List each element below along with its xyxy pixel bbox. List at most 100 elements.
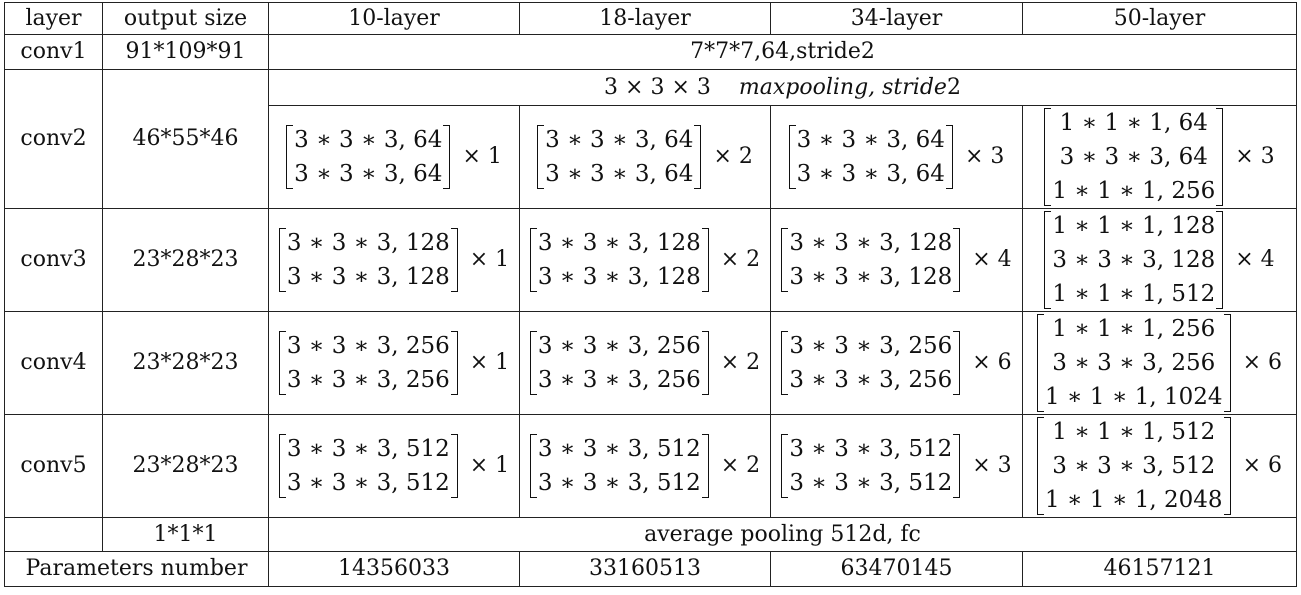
matrix-row: 3 ∗ 3 ∗ 3, 64 (796, 127, 945, 153)
left-bracket (278, 331, 286, 395)
conv2-maxpool: 3 × 3 × 3 maxpooling, stride2 (268, 69, 1297, 106)
matrix-row: 3 ∗ 3 ∗ 3, 64 (545, 161, 694, 187)
left-bracket (529, 331, 537, 395)
left-bracket (781, 434, 789, 498)
conv5-layer: conv5 (4, 414, 103, 518)
repeat-multiplier: × 4 (1235, 247, 1275, 272)
left-bracket (529, 228, 537, 292)
matrix-row: 3 ∗ 3 ∗ 3, 128 (789, 230, 953, 256)
conv1-layer: conv1 (4, 34, 103, 70)
architecture-table: layer output size 10-layer 18-layer 34-l… (4, 2, 1297, 587)
right-bracket (701, 434, 709, 498)
matrix-row: 3 ∗ 3 ∗ 3, 512 (537, 470, 701, 496)
left-bracket (1036, 417, 1044, 515)
right-bracket (1216, 108, 1224, 206)
block-matrix: 3 ∗ 3 ∗ 3, 128 3 ∗ 3 ∗ 3, 128 × 4 (781, 226, 1012, 294)
matrix-row: 1 ∗ 1 ∗ 1, 256 (1052, 316, 1216, 342)
bracket-matrix: 3 ∗ 3 ∗ 3, 128 3 ∗ 3 ∗ 3, 128 (781, 226, 961, 294)
left-bracket (1044, 211, 1052, 309)
block-matrix: 3 ∗ 3 ∗ 3, 256 3 ∗ 3 ∗ 3, 256 × 2 (529, 329, 761, 397)
block-matrix: 3 ∗ 3 ∗ 3, 64 3 ∗ 3 ∗ 3, 64 × 1 (286, 123, 502, 191)
block-matrix: 3 ∗ 3 ∗ 3, 256 3 ∗ 3 ∗ 3, 256 × 1 (278, 329, 510, 397)
params-18-layer: 33160513 (519, 551, 771, 587)
matrix-row: 3 ∗ 3 ∗ 3, 128 (537, 230, 701, 256)
repeat-multiplier: × 1 (469, 453, 510, 478)
conv4-block-18: 3 ∗ 3 ∗ 3, 256 3 ∗ 3 ∗ 3, 256 × 2 (519, 311, 771, 415)
maxpool-kernel: 3 × 3 × 3 (604, 74, 711, 100)
matrix-row: 3 ∗ 3 ∗ 3, 64 (294, 161, 443, 187)
block-matrix: 3 ∗ 3 ∗ 3, 128 3 ∗ 3 ∗ 3, 128 × 1 (278, 226, 509, 294)
right-bracket (443, 125, 451, 189)
matrix-row: 3 ∗ 3 ∗ 3, 256 (789, 333, 953, 359)
bracket-matrix: 3 ∗ 3 ∗ 3, 512 3 ∗ 3 ∗ 3, 512 (278, 432, 458, 500)
block-matrix: 3 ∗ 3 ∗ 3, 128 3 ∗ 3 ∗ 3, 128 × 2 (529, 226, 761, 294)
avgpool-size: 1*1*1 (102, 517, 269, 552)
repeat-multiplier: × 2 (720, 247, 761, 272)
conv4-block-50: 1 ∗ 1 ∗ 1, 256 3 ∗ 3 ∗ 3, 256 1 ∗ 1 ∗ 1, 1… (1022, 311, 1297, 415)
conv5-block-34: 3 ∗ 3 ∗ 3, 512 3 ∗ 3 ∗ 3, 512 × 3 (770, 414, 1023, 518)
left-bracket (1036, 314, 1044, 412)
matrix-row: 3 ∗ 3 ∗ 3, 64 (1059, 144, 1208, 170)
params-34-layer: 63470145 (770, 551, 1023, 587)
header-row: layer output size 10-layer 18-layer 34-l… (4, 2, 1297, 35)
left-bracket (788, 125, 796, 189)
maxpool-stride-num: 2 (946, 74, 961, 100)
matrix-row: 3 ∗ 3 ∗ 3, 512 (537, 436, 701, 462)
header-50-layer: 50-layer (1022, 2, 1297, 35)
params-50-layer: 46157121 (1022, 551, 1297, 587)
header-output-size: output size (102, 2, 269, 35)
matrix-row: 3 ∗ 3 ∗ 3, 256 (1052, 350, 1216, 376)
repeat-multiplier: × 1 (469, 350, 510, 375)
avgpool-row: 1*1*1 average pooling 512d, fc (4, 517, 1297, 552)
matrix-row: 3 ∗ 3 ∗ 3, 256 (789, 367, 953, 393)
repeat-multiplier: × 3 (964, 144, 1005, 169)
conv3-layer: conv3 (4, 208, 103, 312)
matrix-row: 3 ∗ 3 ∗ 3, 512 (789, 470, 953, 496)
bracket-matrix: 3 ∗ 3 ∗ 3, 512 3 ∗ 3 ∗ 3, 512 (781, 432, 961, 500)
repeat-multiplier: × 6 (1242, 453, 1282, 478)
repeat-multiplier: × 2 (720, 453, 761, 478)
repeat-multiplier: × 4 (972, 247, 1012, 272)
repeat-multiplier: × 2 (720, 350, 761, 375)
matrix-row: 3 ∗ 3 ∗ 3, 512 (1052, 453, 1216, 479)
right-bracket (450, 228, 458, 292)
matrix-row: 3 ∗ 3 ∗ 3, 128 (789, 264, 953, 290)
repeat-multiplier: × 6 (1242, 350, 1282, 375)
conv2-size: 46*55*46 (102, 69, 269, 209)
right-bracket (450, 434, 458, 498)
left-bracket (781, 331, 789, 395)
left-bracket (278, 228, 286, 292)
matrix-row: 3 ∗ 3 ∗ 3, 512 (789, 436, 953, 462)
matrix-row: 3 ∗ 3 ∗ 3, 64 (796, 161, 945, 187)
right-bracket (701, 228, 709, 292)
repeat-multiplier: × 2 (713, 144, 753, 169)
conv5-block-50: 1 ∗ 1 ∗ 1, 512 3 ∗ 3 ∗ 3, 512 1 ∗ 1 ∗ 1, 2… (1022, 414, 1297, 518)
bracket-matrix: 1 ∗ 1 ∗ 1, 64 3 ∗ 3 ∗ 3, 64 1 ∗ 1 ∗ 1, 256 (1044, 106, 1224, 208)
left-bracket (286, 125, 294, 189)
matrix-row: 1 ∗ 1 ∗ 1, 1024 (1044, 384, 1223, 410)
left-bracket (529, 434, 537, 498)
bracket-matrix: 3 ∗ 3 ∗ 3, 256 3 ∗ 3 ∗ 3, 256 (529, 329, 709, 397)
repeat-multiplier: × 3 (972, 453, 1012, 478)
right-bracket (450, 331, 458, 395)
bracket-matrix: 3 ∗ 3 ∗ 3, 256 3 ∗ 3 ∗ 3, 256 (781, 329, 961, 397)
right-bracket (953, 331, 961, 395)
right-bracket (945, 125, 953, 189)
matrix-row: 1 ∗ 1 ∗ 1, 256 (1052, 178, 1216, 204)
conv3-block-18: 3 ∗ 3 ∗ 3, 128 3 ∗ 3 ∗ 3, 128 × 2 (519, 208, 771, 312)
bracket-matrix: 3 ∗ 3 ∗ 3, 64 3 ∗ 3 ∗ 3, 64 (788, 123, 953, 191)
left-bracket (278, 434, 286, 498)
matrix-row: 3 ∗ 3 ∗ 3, 512 (286, 436, 450, 462)
conv3-size: 23*28*23 (102, 208, 269, 312)
conv2-block-10: 3 ∗ 3 ∗ 3, 64 3 ∗ 3 ∗ 3, 64 × 1 (268, 105, 520, 209)
matrix-row: 1 ∗ 1 ∗ 1, 512 (1052, 281, 1216, 307)
repeat-multiplier: × 3 (1235, 144, 1275, 169)
matrix-row: 1 ∗ 1 ∗ 1, 64 (1059, 110, 1208, 136)
conv3-row: conv3 23*28*23 3 ∗ 3 ∗ 3, 128 3 ∗ 3 ∗ 3, … (4, 208, 1297, 312)
block-matrix: 3 ∗ 3 ∗ 3, 64 3 ∗ 3 ∗ 3, 64 × 3 (788, 123, 1005, 191)
block-matrix: 1 ∗ 1 ∗ 1, 64 3 ∗ 3 ∗ 3, 64 1 ∗ 1 ∗ 1, 256… (1044, 106, 1275, 208)
matrix-row: 3 ∗ 3 ∗ 3, 256 (537, 333, 701, 359)
header-layer: layer (4, 2, 103, 35)
conv2-layer: conv2 (4, 69, 103, 209)
bracket-matrix: 3 ∗ 3 ∗ 3, 128 3 ∗ 3 ∗ 3, 128 (529, 226, 709, 294)
